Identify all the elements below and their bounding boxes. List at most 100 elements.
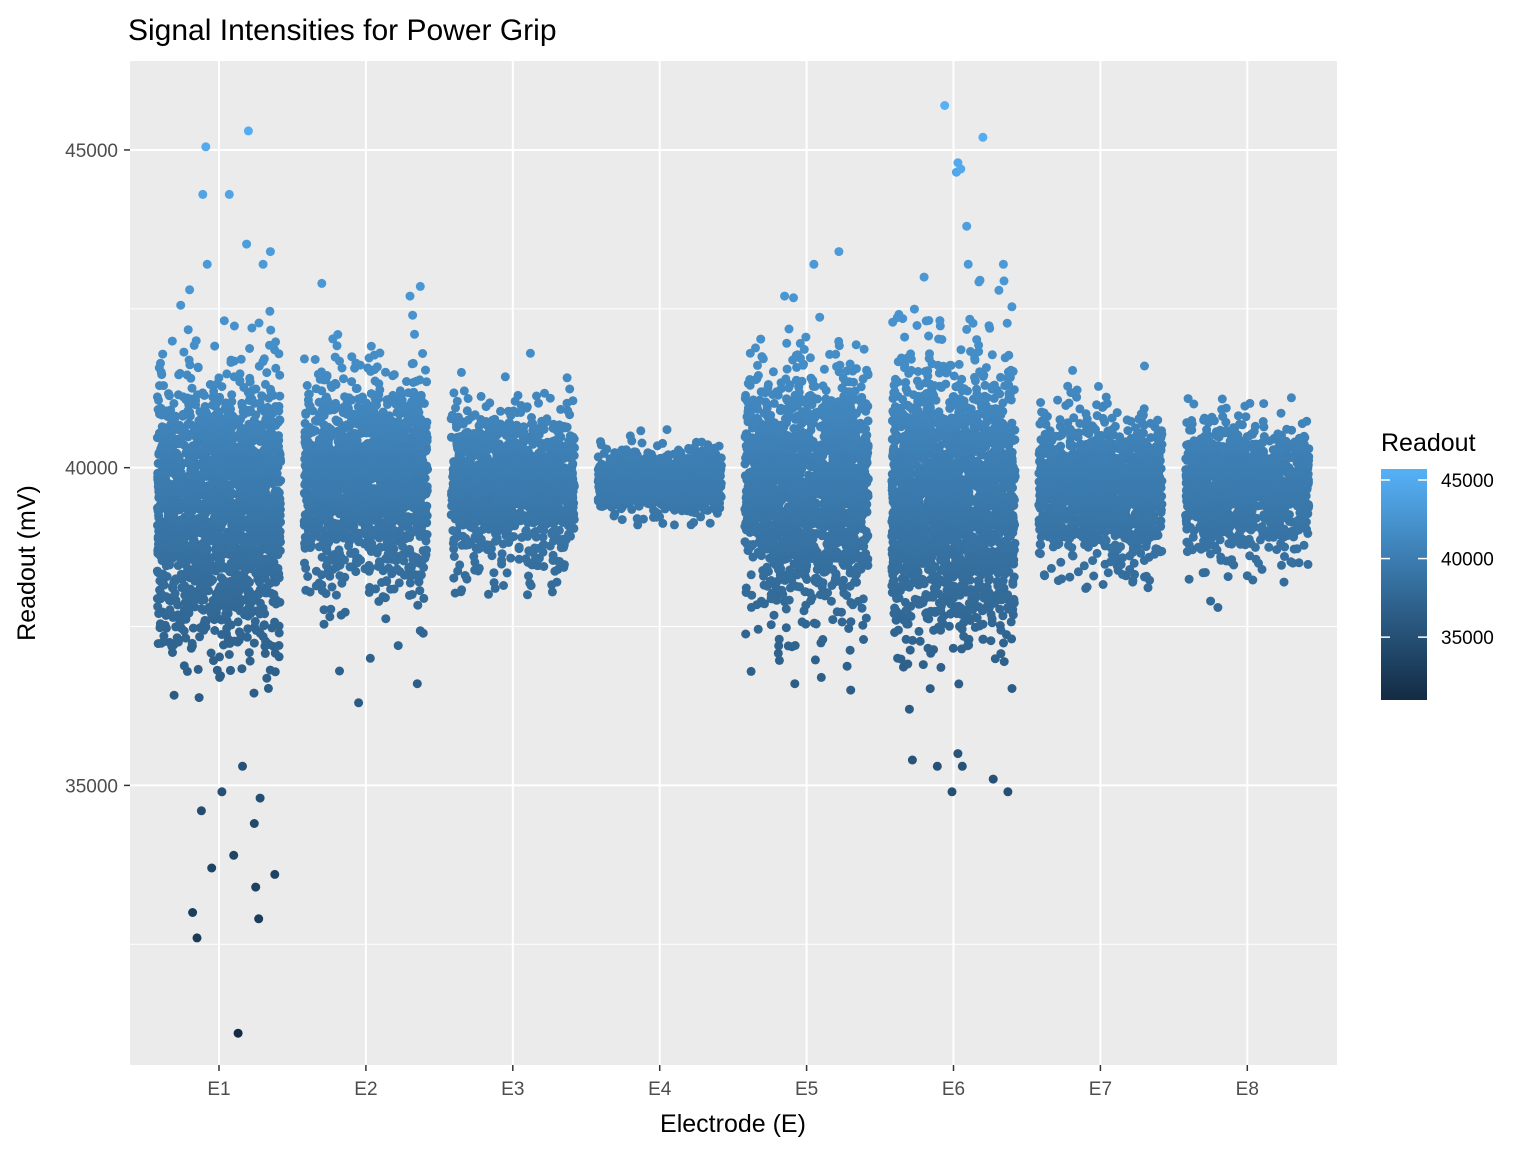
data-point bbox=[402, 377, 411, 386]
data-point bbox=[333, 330, 343, 339]
data-point bbox=[176, 300, 186, 310]
data-point bbox=[184, 355, 194, 365]
data-point bbox=[260, 379, 270, 389]
data-point bbox=[347, 352, 357, 362]
data-point bbox=[415, 281, 425, 291]
data-point bbox=[565, 384, 575, 394]
data-point bbox=[156, 358, 165, 368]
data-point bbox=[415, 586, 425, 596]
data-point bbox=[415, 626, 425, 636]
data-point bbox=[238, 761, 247, 771]
data-point bbox=[331, 590, 341, 600]
data-point bbox=[187, 638, 197, 648]
data-point bbox=[224, 189, 234, 199]
data-point bbox=[366, 389, 376, 399]
data-point bbox=[263, 683, 273, 693]
data-point bbox=[234, 627, 244, 637]
data-point bbox=[340, 607, 350, 617]
data-point bbox=[393, 641, 403, 651]
data-point bbox=[153, 602, 163, 612]
data-point bbox=[524, 571, 533, 581]
data-point bbox=[562, 373, 572, 383]
data-point bbox=[502, 568, 512, 578]
data-point bbox=[212, 665, 222, 675]
data-point bbox=[200, 615, 210, 625]
data-point bbox=[259, 354, 269, 364]
data-point bbox=[448, 526, 458, 536]
data-point bbox=[513, 390, 523, 400]
data-point bbox=[335, 571, 345, 581]
data-point bbox=[331, 415, 341, 425]
data-point bbox=[183, 325, 193, 335]
data-point bbox=[330, 378, 340, 388]
data-point bbox=[165, 605, 175, 615]
data-point bbox=[394, 578, 404, 588]
data-point bbox=[327, 582, 337, 592]
data-point bbox=[314, 578, 324, 588]
data-point bbox=[243, 624, 253, 634]
data-point bbox=[242, 239, 252, 249]
data-point bbox=[395, 386, 405, 396]
data-point bbox=[155, 619, 165, 629]
data-point bbox=[192, 933, 202, 943]
data-point bbox=[542, 414, 552, 424]
data-point bbox=[506, 553, 516, 563]
data-point bbox=[265, 306, 275, 316]
data-point bbox=[319, 619, 329, 629]
data-point bbox=[229, 321, 239, 331]
data-point bbox=[262, 673, 272, 683]
data-point bbox=[214, 373, 224, 383]
data-point bbox=[251, 882, 261, 892]
data-point bbox=[347, 377, 357, 387]
data-point bbox=[301, 585, 311, 595]
data-point bbox=[405, 291, 415, 301]
data-point bbox=[201, 142, 211, 152]
data-point bbox=[311, 384, 321, 394]
data-point bbox=[310, 355, 320, 364]
data-point bbox=[227, 390, 237, 400]
data-point bbox=[381, 614, 391, 624]
data-point bbox=[455, 560, 465, 570]
data-point bbox=[169, 399, 179, 408]
data-point bbox=[229, 850, 239, 860]
data-point bbox=[271, 337, 281, 347]
data-point bbox=[271, 363, 281, 373]
data-point bbox=[421, 365, 430, 375]
data-point bbox=[366, 341, 376, 351]
data-point bbox=[525, 348, 535, 358]
data-point bbox=[159, 631, 169, 641]
data-point bbox=[459, 386, 469, 396]
data-point bbox=[226, 355, 236, 365]
data-point bbox=[358, 392, 367, 402]
data-point bbox=[523, 590, 532, 600]
data-point bbox=[489, 568, 499, 578]
data-point bbox=[422, 545, 431, 555]
data-point bbox=[215, 652, 224, 662]
data-point bbox=[449, 388, 459, 398]
data-point bbox=[311, 566, 321, 576]
data-point bbox=[381, 367, 390, 377]
data-point bbox=[317, 278, 327, 288]
data-point bbox=[632, 514, 642, 524]
data-point bbox=[499, 581, 508, 590]
data-point bbox=[408, 310, 418, 320]
data-point bbox=[183, 419, 193, 429]
data-point bbox=[415, 375, 425, 385]
data-point bbox=[335, 666, 344, 676]
data-point bbox=[470, 410, 480, 420]
data-point bbox=[509, 406, 518, 416]
data-point bbox=[274, 628, 284, 638]
data-point bbox=[179, 347, 189, 357]
data-point bbox=[300, 558, 309, 568]
data-point bbox=[326, 604, 336, 614]
data-point bbox=[413, 600, 423, 610]
data-point bbox=[317, 367, 326, 377]
data-point bbox=[191, 336, 201, 346]
data-point bbox=[188, 908, 198, 917]
data-point bbox=[489, 578, 499, 588]
data-point bbox=[263, 402, 273, 412]
data-point bbox=[275, 415, 285, 425]
data-point bbox=[194, 693, 204, 703]
data-point bbox=[155, 381, 164, 391]
